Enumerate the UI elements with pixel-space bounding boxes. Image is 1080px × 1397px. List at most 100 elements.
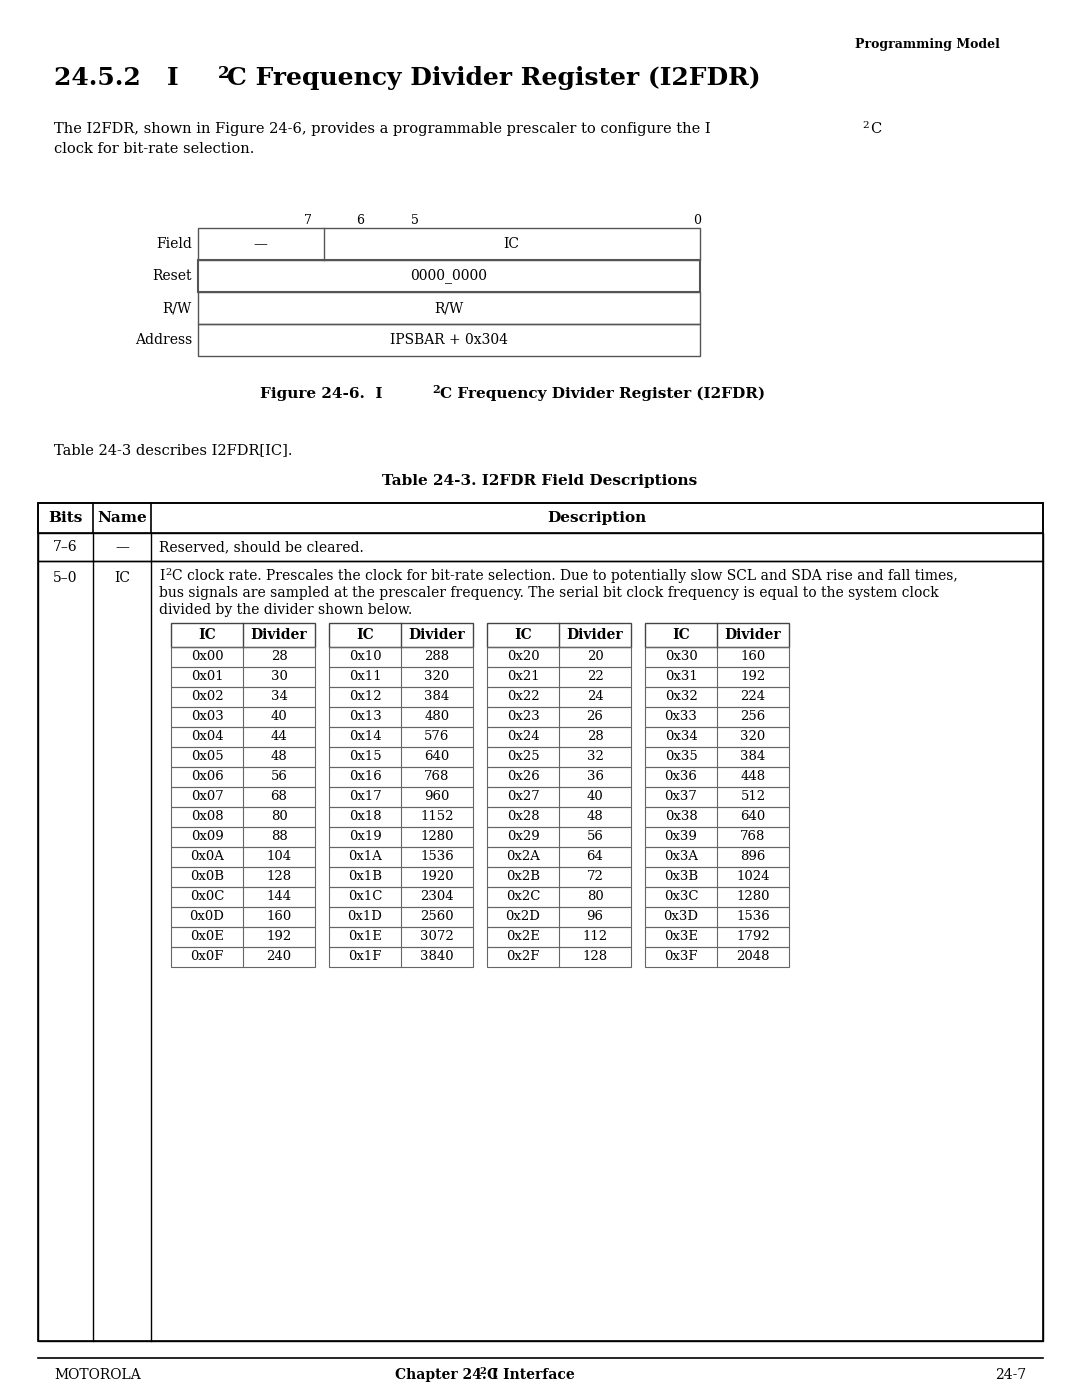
Bar	[487, 647, 631, 666]
Text: Field: Field	[157, 237, 192, 251]
Text: 7–6: 7–6	[53, 541, 78, 555]
Text: 0x15: 0x15	[349, 750, 381, 764]
Text: IC: IC	[198, 629, 216, 643]
Bar	[171, 807, 315, 827]
Text: 36: 36	[586, 771, 604, 784]
Text: 0x38: 0x38	[664, 810, 698, 823]
Text: 256: 256	[741, 711, 766, 724]
Text: 0x29: 0x29	[507, 830, 539, 844]
Text: 0x09: 0x09	[191, 830, 224, 844]
Bar	[329, 747, 473, 767]
Text: 128: 128	[582, 950, 608, 964]
Bar	[329, 787, 473, 807]
Text: 1280: 1280	[737, 890, 770, 904]
Bar	[487, 907, 631, 928]
Bar	[171, 907, 315, 928]
Text: 0x2F: 0x2F	[507, 950, 540, 964]
Text: 640: 640	[741, 810, 766, 823]
Text: 0x2B: 0x2B	[507, 870, 540, 883]
Text: 2: 2	[165, 569, 172, 577]
Bar	[645, 907, 789, 928]
Text: 160: 160	[267, 911, 292, 923]
Text: 0x06: 0x06	[191, 771, 224, 784]
Text: 24: 24	[586, 690, 604, 704]
Text: 56: 56	[586, 830, 604, 844]
Text: 0x19: 0x19	[349, 830, 381, 844]
Bar	[329, 623, 473, 647]
Text: 104: 104	[267, 851, 292, 863]
Text: 192: 192	[741, 671, 766, 683]
Text: Bits: Bits	[49, 511, 83, 525]
Text: 0x3C: 0x3C	[664, 890, 699, 904]
Text: 28: 28	[586, 731, 604, 743]
Text: 30: 30	[271, 671, 287, 683]
Text: The I2FDR, shown in Figure 24-6, provides a programmable prescaler to configure : The I2FDR, shown in Figure 24-6, provide…	[54, 122, 711, 136]
Text: 0x16: 0x16	[349, 771, 381, 784]
Text: 22: 22	[586, 671, 604, 683]
Bar	[171, 747, 315, 767]
Text: 0x3F: 0x3F	[664, 950, 698, 964]
Text: 0x34: 0x34	[664, 731, 698, 743]
Text: Divider: Divider	[251, 629, 308, 643]
Text: 384: 384	[741, 750, 766, 764]
Bar	[171, 947, 315, 967]
Bar	[171, 666, 315, 687]
Text: 0x2C: 0x2C	[505, 890, 540, 904]
Text: 80: 80	[586, 890, 604, 904]
Text: 640: 640	[424, 750, 449, 764]
Text: 0x1E: 0x1E	[348, 930, 382, 943]
Text: 0x11: 0x11	[349, 671, 381, 683]
Text: —: —	[116, 541, 129, 555]
Text: 26: 26	[586, 711, 604, 724]
Text: 40: 40	[586, 791, 604, 803]
Bar	[487, 666, 631, 687]
Bar	[198, 260, 700, 292]
Text: 1920: 1920	[420, 870, 454, 883]
Text: Name: Name	[97, 511, 147, 525]
Bar	[487, 687, 631, 707]
Text: 0: 0	[693, 214, 701, 226]
Text: 1024: 1024	[737, 870, 770, 883]
Text: 960: 960	[424, 791, 449, 803]
Text: 0x33: 0x33	[664, 711, 698, 724]
Text: 0x00: 0x00	[191, 651, 224, 664]
Bar	[171, 887, 315, 907]
Text: 320: 320	[424, 671, 449, 683]
Text: Reset: Reset	[152, 270, 192, 284]
Text: 0x13: 0x13	[349, 711, 381, 724]
Text: 3072: 3072	[420, 930, 454, 943]
Text: 0x0F: 0x0F	[190, 950, 224, 964]
Text: IC: IC	[503, 237, 519, 251]
Text: 40: 40	[271, 711, 287, 724]
Text: 7: 7	[305, 214, 312, 226]
Text: Figure 24-6.  I: Figure 24-6. I	[260, 387, 382, 401]
Bar	[487, 747, 631, 767]
Text: 0x3A: 0x3A	[664, 851, 698, 863]
Bar	[645, 747, 789, 767]
Bar	[329, 907, 473, 928]
Text: 0x04: 0x04	[191, 731, 224, 743]
Text: IC: IC	[356, 629, 374, 643]
Text: C clock rate. Prescales the clock for bit-rate selection. Due to potentially slo: C clock rate. Prescales the clock for bi…	[172, 569, 958, 583]
Bar	[171, 868, 315, 887]
Text: IC: IC	[114, 571, 130, 585]
Bar	[329, 807, 473, 827]
Text: C Frequency Divider Register (I2FDR): C Frequency Divider Register (I2FDR)	[227, 66, 760, 89]
Text: 128: 128	[267, 870, 292, 883]
Text: 0000_0000: 0000_0000	[410, 268, 487, 284]
Text: 6: 6	[356, 214, 364, 226]
Text: IC: IC	[514, 629, 531, 643]
Bar	[645, 726, 789, 747]
Text: R/W: R/W	[163, 300, 192, 314]
Text: 0x07: 0x07	[191, 791, 224, 803]
Bar	[645, 767, 789, 787]
Text: 24.5.2   I: 24.5.2 I	[54, 66, 178, 89]
Bar	[329, 687, 473, 707]
Text: 0x03: 0x03	[191, 711, 224, 724]
Text: 448: 448	[741, 771, 766, 784]
Text: —: —	[254, 237, 268, 251]
Text: 0x31: 0x31	[664, 671, 698, 683]
Text: 384: 384	[424, 690, 449, 704]
Text: 48: 48	[586, 810, 604, 823]
Bar	[487, 807, 631, 827]
